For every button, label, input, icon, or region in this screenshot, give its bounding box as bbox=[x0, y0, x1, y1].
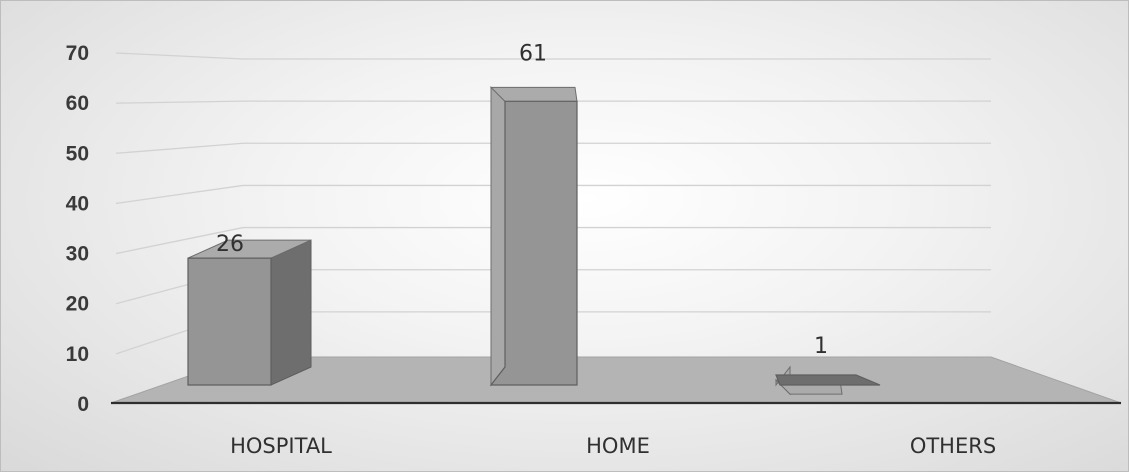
y-tick-label: 30 bbox=[66, 243, 89, 266]
data-label: 26 bbox=[216, 232, 244, 257]
bar-side-face bbox=[490, 86, 506, 387]
y-tick-label: 50 bbox=[66, 142, 89, 165]
gridline bbox=[115, 226, 991, 255]
gridline bbox=[115, 52, 991, 60]
bar[interactable] bbox=[489, 100, 578, 386]
gridline bbox=[115, 100, 991, 104]
y-tick-label: 70 bbox=[66, 42, 89, 65]
gridline bbox=[115, 184, 991, 205]
bar[interactable] bbox=[775, 374, 881, 386]
bar[interactable] bbox=[187, 257, 272, 386]
y-tick-label: 60 bbox=[66, 92, 89, 115]
x-tick-label: HOME bbox=[586, 434, 650, 458]
bar-side-face bbox=[270, 239, 312, 386]
y-tick-label: 40 bbox=[66, 192, 89, 215]
bar-top-face bbox=[489, 86, 578, 102]
data-label: 1 bbox=[814, 334, 828, 359]
data-label: 61 bbox=[519, 41, 547, 66]
gridline bbox=[115, 142, 991, 154]
y-tick-label: 10 bbox=[66, 343, 89, 366]
y-tick-label: 0 bbox=[77, 393, 89, 416]
x-tick-label: HOSPITAL bbox=[230, 434, 332, 458]
y-tick-label: 20 bbox=[66, 293, 89, 316]
x-tick-label: OTHERS bbox=[910, 434, 996, 458]
